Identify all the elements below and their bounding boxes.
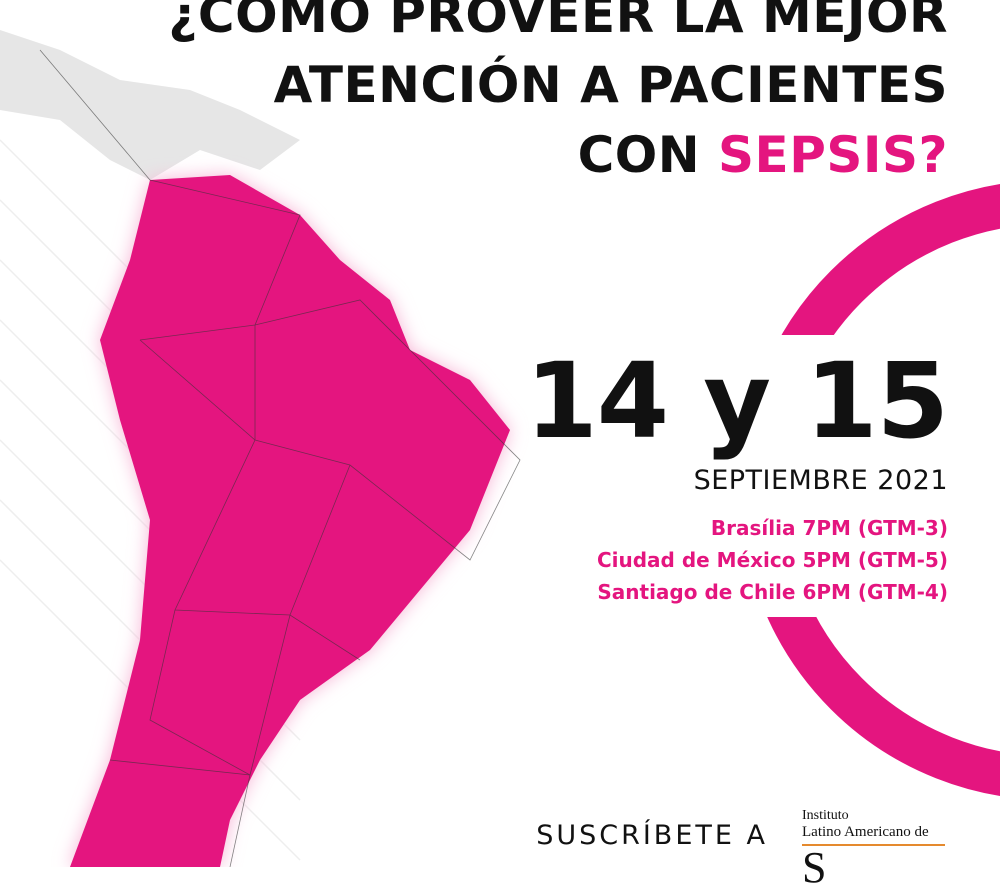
north-america — [0, 30, 300, 180]
logo-mark: S — [802, 843, 827, 892]
title-line: ¿CÓMO PROVEER LA MEJOR — [168, 0, 948, 44]
event-month: SEPTIEMBRE 2021 — [693, 465, 948, 496]
title-highlight: SEPSIS? — [718, 126, 948, 184]
title-line: ATENCIÓN A PACIENTES — [273, 56, 948, 114]
title-line: CON SEPSIS? — [578, 126, 948, 184]
background-art — [0, 30, 1000, 867]
event-time: Santiago de Chile 6PM (GTM-4) — [597, 580, 948, 604]
network-lines — [39, 49, 521, 867]
ring-mask — [560, 335, 1000, 617]
south-america — [70, 175, 510, 867]
title-prefix: CON — [577, 126, 701, 184]
event-days: 14 y 15 — [525, 340, 949, 462]
logo-line: Instituto — [802, 808, 849, 823]
logo-line: Latino Americano de — [802, 824, 929, 840]
event-time: Brasília 7PM (GTM-3) — [710, 516, 948, 540]
subscribe-cta: SUSCRÍBETE A — [536, 820, 768, 851]
event-time: Ciudad de México 5PM (GTM-5) — [596, 548, 948, 572]
